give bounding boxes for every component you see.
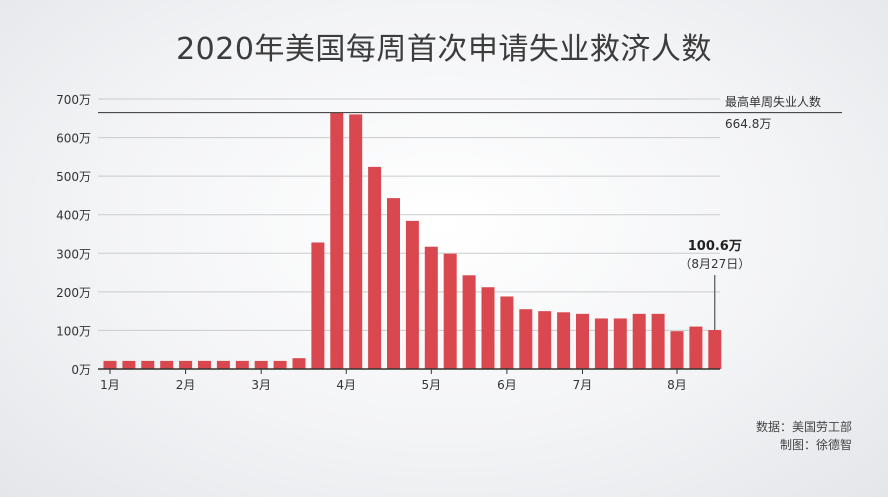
bar: [235, 360, 249, 369]
bar: [103, 360, 117, 369]
bar: [254, 360, 268, 369]
bar: [481, 287, 495, 369]
bar: [216, 360, 230, 369]
annotation-date: （8月27日）: [679, 257, 750, 271]
y-axis-ticks: 0万 100万 200万 300万 400万 500万 600万 700万: [56, 93, 91, 377]
bar: [405, 220, 419, 369]
bar: [538, 311, 552, 369]
x-tick-label: 1月: [100, 378, 120, 392]
data-source: 数据：美国劳工部: [755, 420, 852, 434]
peak-reference-value: 664.8万: [725, 117, 771, 131]
bar: [368, 166, 382, 369]
y-tick-label: 200万: [56, 286, 91, 300]
bar: [594, 318, 608, 369]
reference-line-group: 最高单周失业人数 664.8万: [98, 94, 842, 131]
annotation-value: 100.6万: [688, 239, 742, 254]
peak-reference-label: 最高单周失业人数: [725, 94, 821, 109]
chart-title: 2020年美国每周首次申请失业救济人数: [176, 32, 712, 67]
bar: [122, 360, 136, 369]
bar: [462, 275, 476, 369]
x-tick-label: 6月: [497, 378, 517, 392]
x-tick-label: 7月: [573, 378, 593, 392]
bar: [519, 309, 533, 369]
bar: [689, 326, 703, 369]
x-axis: 1月 2月 3月 4月 5月 6月 7月 8月: [98, 368, 720, 392]
bar: [557, 312, 571, 369]
latest-value-annotation: 100.6万 （8月27日）: [679, 239, 750, 331]
bar: [160, 360, 174, 369]
bar: [273, 360, 287, 369]
bar: [708, 330, 722, 369]
bars: [103, 112, 722, 369]
bar: [613, 318, 627, 369]
bar: [179, 360, 193, 369]
chart-author: 制图：徐德智: [779, 438, 852, 452]
bar: [424, 246, 438, 369]
y-tick-label: 700万: [56, 93, 91, 107]
bar: [500, 296, 514, 369]
y-tick-label: 0万: [71, 363, 91, 377]
bar: [292, 358, 306, 369]
x-tick-label: 8月: [667, 378, 687, 392]
bar: [387, 198, 400, 369]
x-tick-label: 4月: [336, 378, 356, 392]
x-tick-label: 3月: [251, 378, 271, 392]
x-tick-label: 2月: [176, 378, 196, 392]
y-tick-label: 500万: [56, 170, 91, 184]
bar: [632, 313, 646, 369]
bar: [198, 360, 211, 369]
y-tick-label: 400万: [56, 209, 91, 223]
bar: [670, 331, 684, 369]
bar: [330, 112, 344, 369]
y-tick-label: 600万: [56, 132, 91, 146]
y-tick-label: 300万: [56, 247, 91, 261]
bar: [311, 242, 325, 369]
bar: [443, 253, 457, 369]
bar: [349, 114, 363, 369]
bar: [651, 313, 665, 369]
bar: [576, 313, 589, 369]
x-tick-label: 5月: [421, 378, 441, 392]
bar: [141, 360, 155, 369]
y-tick-label: 100万: [56, 324, 91, 338]
